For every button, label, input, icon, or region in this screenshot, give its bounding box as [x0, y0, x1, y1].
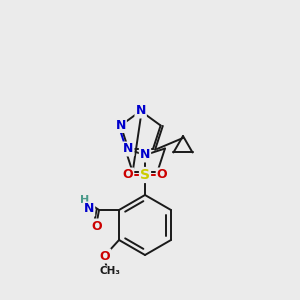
Text: N: N [136, 104, 146, 118]
Text: H: H [80, 195, 90, 205]
Text: O: O [157, 169, 167, 182]
Text: N: N [84, 202, 94, 215]
Text: O: O [92, 220, 102, 232]
Text: N: N [140, 148, 150, 161]
Text: N: N [116, 119, 126, 132]
Text: O: O [100, 250, 110, 262]
Text: CH₃: CH₃ [100, 266, 121, 276]
Text: O: O [123, 169, 133, 182]
Text: N: N [123, 142, 134, 155]
Text: S: S [140, 168, 150, 182]
